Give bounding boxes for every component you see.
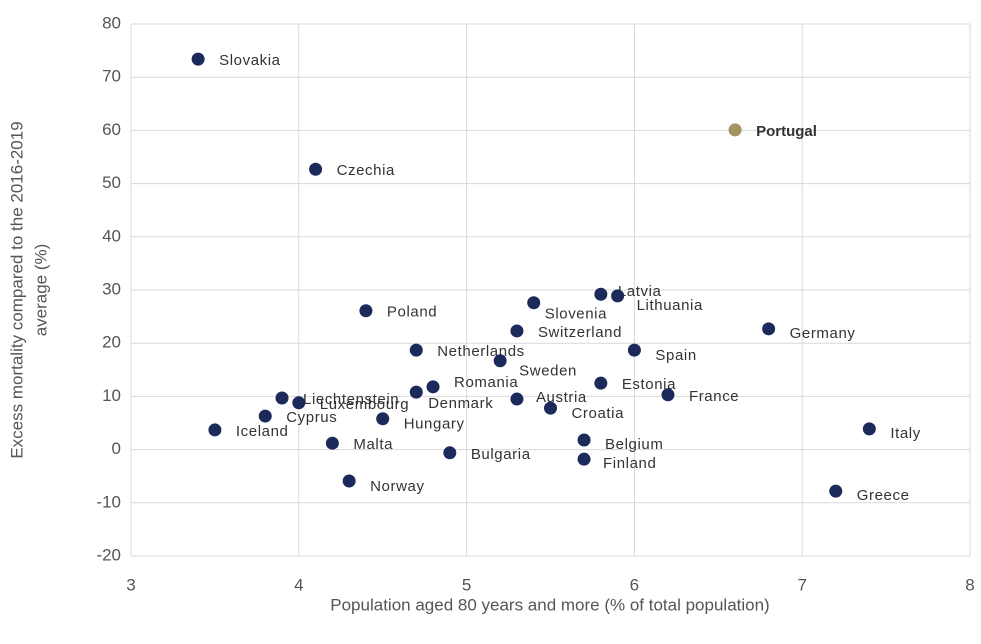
point (544, 401, 557, 415)
point-label: Czechia (337, 162, 395, 179)
point-label: Romania (454, 374, 518, 391)
x-tick-label: 8 (965, 575, 974, 594)
point (325, 436, 339, 450)
point-label: Greece (857, 487, 910, 504)
point (376, 412, 390, 426)
point (577, 452, 591, 466)
y-tick-label: 30 (102, 279, 121, 298)
y-tick-label: 10 (102, 386, 121, 405)
y-tick-label: 40 (102, 226, 121, 245)
point (426, 380, 440, 394)
point-label: Finland (603, 455, 656, 472)
point (208, 423, 222, 437)
point-label: Bulgaria (471, 446, 531, 463)
y-tick-label: 60 (102, 120, 121, 139)
y-tick-label: 50 (102, 173, 121, 192)
point (728, 123, 742, 137)
point-label: Poland (387, 304, 437, 321)
point-label: Netherlands (437, 343, 524, 360)
point-label: Sweden (519, 363, 577, 380)
y-tick-label: 70 (102, 67, 121, 86)
point-label: Latvia (618, 283, 662, 300)
point (359, 304, 373, 318)
y-tick-label: -10 (96, 492, 121, 511)
x-tick-label: 7 (797, 575, 806, 594)
point-label: Portugal (756, 123, 817, 140)
point-label: France (689, 388, 739, 405)
point-label: Iceland (236, 423, 289, 440)
point-label: Luxembourg (320, 396, 409, 413)
point (493, 354, 507, 368)
point (862, 422, 876, 436)
point (661, 388, 675, 402)
point-label: Austria (536, 389, 587, 406)
point (309, 162, 323, 176)
point (292, 396, 306, 410)
point-label: Malta (353, 436, 393, 453)
point-label: Denmark (428, 395, 493, 412)
x-tick-label: 3 (126, 575, 135, 594)
point (409, 385, 423, 399)
point (409, 343, 423, 357)
x-tick-label: 5 (462, 575, 471, 594)
y-tick-label: 0 (112, 439, 121, 458)
point-label: Croatia (572, 405, 625, 422)
point (258, 409, 272, 423)
point-label: Switzerland (538, 324, 622, 341)
point-label: Slovakia (219, 52, 281, 69)
point-label: Lithuania (637, 297, 703, 314)
y-axis-label-line: Excess mortality compared to the 2016-20… (7, 121, 26, 458)
y-axis-label: Excess mortality compared to the 2016-20… (7, 121, 50, 458)
point (611, 289, 625, 303)
point-label: Spain (655, 347, 696, 364)
x-axis-label: Population aged 80 years and more (% of … (330, 595, 769, 614)
point-label: Norway (370, 478, 424, 495)
y-tick-label: -20 (96, 545, 121, 564)
point (829, 484, 843, 498)
x-tick-label: 6 (630, 575, 639, 594)
point-label: Slovenia (545, 306, 607, 323)
point-label: Germany (790, 325, 856, 342)
point (510, 324, 524, 338)
point (443, 446, 457, 460)
point (527, 296, 541, 310)
point (342, 474, 356, 488)
point-label: Liechtenstein (303, 391, 399, 408)
y-axis-label-line: average (%) (31, 244, 50, 337)
point (577, 433, 591, 447)
y-tick-label: 20 (102, 333, 121, 352)
point (627, 343, 641, 357)
point (762, 322, 776, 336)
point (510, 392, 524, 406)
point (594, 376, 608, 390)
y-tick-label: 80 (102, 13, 121, 32)
point (191, 52, 205, 66)
point-label: Estonia (622, 376, 676, 393)
point-label: Belgium (605, 436, 663, 453)
point (594, 287, 608, 301)
point-label: Hungary (404, 416, 465, 433)
x-tick-label: 4 (294, 575, 303, 594)
point-label: Italy (890, 425, 921, 442)
point (275, 391, 289, 405)
point-label: Cyprus (286, 409, 337, 426)
